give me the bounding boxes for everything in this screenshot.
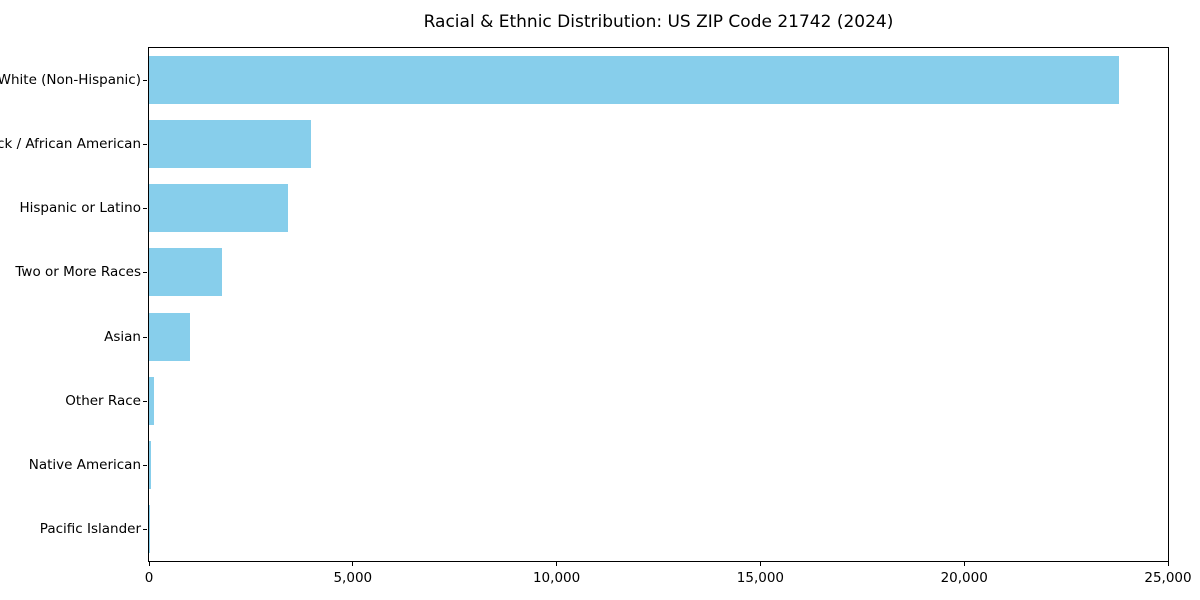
y-axis-category-label: White (Non-Hispanic)	[0, 72, 141, 89]
y-tick-mark	[143, 208, 147, 210]
y-axis-category-label: Pacific Islander	[39, 520, 141, 537]
y-axis-category-label: Asian	[104, 328, 141, 345]
y-tick-mark	[143, 80, 147, 82]
bar	[149, 312, 190, 361]
x-tick-mark	[1167, 562, 1169, 566]
bar	[149, 376, 154, 425]
y-tick-mark	[143, 400, 147, 402]
y-tick-mark	[143, 336, 147, 338]
x-axis-tick-label: 25,000	[1144, 570, 1192, 586]
x-axis-tick-label: 15,000	[736, 570, 785, 586]
x-axis-tick-label: 0	[144, 570, 154, 586]
y-axis-category-label: Two or More Races	[15, 264, 141, 281]
x-axis-tick-label: 5,000	[333, 570, 373, 586]
x-tick-mark	[148, 562, 150, 566]
chart-title: Racial & Ethnic Distribution: US ZIP Cod…	[423, 12, 894, 32]
y-tick-mark	[143, 144, 147, 146]
y-axis-category-label: Black / African American	[0, 136, 141, 153]
x-axis-tick-label: 10,000	[532, 570, 581, 586]
y-axis-category-label: Hispanic or Latino	[19, 200, 141, 217]
y-axis-category-label: Other Race	[65, 392, 141, 409]
y-axis-category-label: Native American	[28, 456, 141, 473]
x-tick-mark	[352, 562, 354, 566]
y-tick-mark	[143, 272, 147, 274]
bar	[149, 184, 288, 233]
x-tick-mark	[556, 562, 558, 566]
bar	[149, 120, 311, 169]
bar	[149, 248, 222, 297]
x-tick-mark	[759, 562, 761, 566]
bar	[149, 440, 151, 489]
y-tick-mark	[143, 528, 147, 530]
bar	[149, 56, 1120, 105]
y-tick-mark	[143, 464, 147, 466]
x-axis-tick-label: 20,000	[940, 570, 988, 586]
x-tick-mark	[963, 562, 965, 566]
plot-area: White (Non-Hispanic) Black / African Amer…	[0, 47, 1192, 586]
